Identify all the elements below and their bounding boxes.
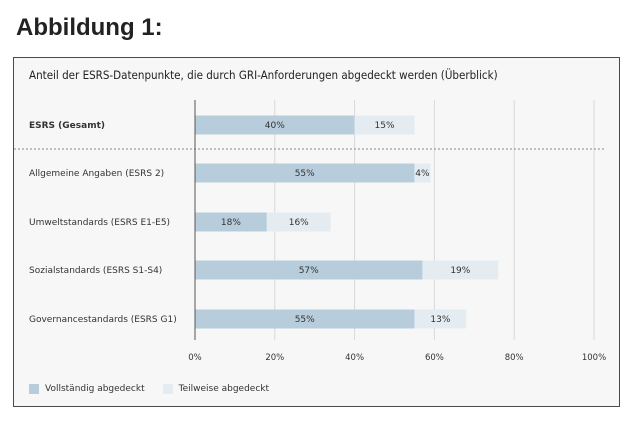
legend-swatch-vollstaendig [29,384,39,394]
data-label-vollstaendig-3: 57% [299,266,319,276]
category-label-3: Sozialstandards (ESRS S1-S4) [29,266,162,276]
data-label-vollstaendig-4: 55% [295,315,315,325]
category-label-4: Governancestandards (ESRS G1) [29,315,177,325]
data-label-teilweise-1: 4% [415,169,430,179]
x-tick-label-40: 40% [345,353,364,363]
bar-vollstaendig-0 [195,115,355,135]
bar-vollstaendig-2 [195,212,267,232]
legend-item-vollstaendig: Vollständig abgedeckt [29,384,145,394]
legend-label-teilweise: Teilweise abgedeckt [178,384,270,394]
data-label-teilweise-4: 13% [430,315,450,325]
bar-vollstaendig-1 [195,163,415,183]
data-label-teilweise-3: 19% [450,266,470,276]
bar-teilweise-4 [414,309,467,329]
x-tick-label-20: 20% [265,353,284,363]
bar-teilweise-0 [354,115,415,135]
x-tick-label-60: 60% [425,353,444,363]
category-label-1: Allgemeine Angaben (ESRS 2) [29,169,164,179]
data-label-teilweise-0: 15% [375,121,395,131]
legend-swatch-teilweise [162,384,173,394]
x-tick-label-80: 80% [505,353,524,363]
category-label-0: ESRS (Gesamt) [29,121,105,131]
legend-label-vollstaendig: Vollständig abgedeckt [45,384,145,394]
bar-teilweise-3 [422,260,499,280]
bar-vollstaendig-4 [195,309,415,329]
figure-heading: Abbildung 1: [16,14,163,41]
x-tick-label-100: 100% [582,353,606,363]
x-tick-label-0: 0% [188,353,202,363]
data-label-vollstaendig-2: 18% [221,218,241,228]
chart-legend: Vollständig abgedeckt Teilweise abgedeck… [29,384,287,394]
data-label-vollstaendig-1: 55% [295,169,315,179]
category-label-2: Umweltstandards (ESRS E1-E5) [29,218,170,228]
bar-teilweise-2 [266,212,331,232]
bar-vollstaendig-3 [195,260,423,280]
data-label-teilweise-2: 16% [289,218,309,228]
legend-item-teilweise: Teilweise abgedeckt [162,384,270,394]
bar-chart: 40% 15% ESRS (Gesamt) 55% 4% Allgemeine Angab… [14,100,606,363]
bar-teilweise-1 [414,163,431,183]
chart-title: Anteil der ESRS-Datenpunkte, die durch G… [29,68,498,82]
chart-panel: Anteil der ESRS-Datenpunkte, die durch G… [13,57,620,407]
data-label-vollstaendig-0: 40% [265,121,285,131]
